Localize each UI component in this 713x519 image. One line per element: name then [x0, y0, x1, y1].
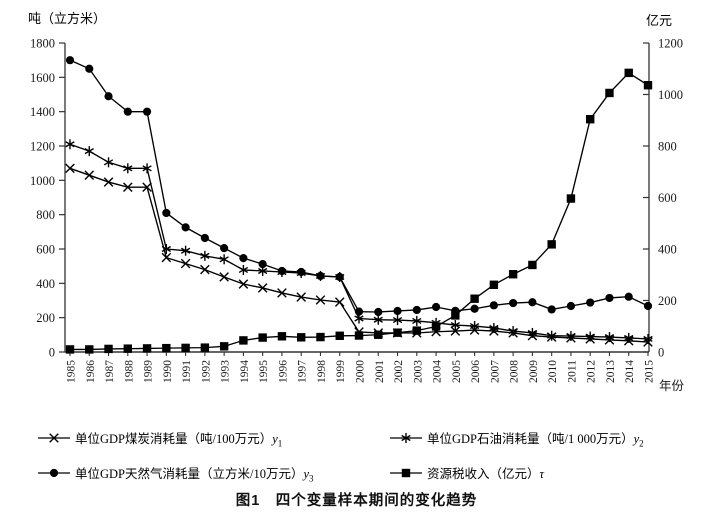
left-axis-tick-label: 1000	[30, 174, 55, 188]
chart-svg: 0 200 400 600 800 1000 1200 1400 1600 1800 0 200 400…	[30, 37, 685, 394]
x-axis-year-label: 2000	[355, 360, 367, 383]
x-axis-year-label: 2015	[644, 360, 656, 383]
right-axis-unit-label: 亿元	[646, 13, 673, 28]
x-axis-year-label: 1991	[181, 360, 193, 383]
legend: 单位GDP煤炭消耗量（吨/100万元）y1 单位GDP石油消耗量（吨/1 000万…	[0, 428, 713, 483]
x-axis-year-label: 2006	[470, 360, 482, 383]
legend-label: 单位GDP石油消耗量（吨/1 000万元）y2	[427, 432, 644, 449]
figure-caption: 图1 四个变量样本期间的变化趋势	[235, 493, 478, 509]
x-axis-year-label: 1987	[104, 360, 116, 383]
left-axis-tick-label: 400	[36, 277, 55, 291]
x-axis-year-label: 2014	[624, 360, 636, 383]
left-axis-tick-label: 800	[36, 208, 55, 222]
x-axis-year-label: 1997	[297, 360, 309, 383]
left-axis-tick-label: 1400	[30, 105, 55, 119]
x-axis-year-label: 1992	[200, 360, 212, 383]
right-axis-tick-label: 0	[658, 346, 664, 360]
x-axis-year-label: 1989	[143, 360, 155, 383]
left-axis-tick-label: 1600	[30, 71, 55, 85]
x-axis-year-label: 2012	[586, 360, 598, 383]
x-axis-year-label: 1994	[239, 360, 251, 383]
legend-marker-square-icon	[390, 468, 422, 477]
x-axis-year-label: 2007	[489, 360, 501, 383]
right-axis-tick-label: 1200	[658, 37, 683, 51]
right-axis-tick-label: 200	[658, 294, 677, 308]
right-axis-tick-label: 600	[658, 191, 677, 205]
legend-marker-x-icon	[38, 433, 70, 444]
x-axis-title: 年份	[659, 379, 685, 393]
x-axis-year-label: 2005	[451, 360, 463, 383]
legend-item: 单位GDP石油消耗量（吨/1 000万元）y2	[390, 428, 713, 449]
left-axis-tick-label: 600	[36, 243, 55, 257]
legend-label: 资源税收入（亿元）τ	[427, 467, 544, 482]
left-axis-tick-label: 1200	[30, 140, 55, 154]
series-y3	[65, 56, 653, 317]
x-axis-year-label: 1986	[85, 360, 97, 383]
x-axis-year-label: 2008	[509, 360, 521, 383]
x-axis-year-label: 1993	[220, 360, 232, 383]
x-axis-year-label: 1998	[316, 360, 328, 383]
right-axis-tick-label: 1000	[658, 88, 683, 102]
left-axis-tick-label: 1800	[30, 37, 55, 51]
x-axis-year-label: 1988	[123, 360, 135, 383]
x-axis-year-label: 2010	[547, 360, 559, 383]
x-axis-year-label: 2004	[432, 360, 444, 383]
left-axis-tick-label: 0	[49, 346, 55, 360]
legend-item: 资源税收入（亿元）τ	[390, 463, 713, 484]
legend-item: 单位GDP煤炭消耗量（吨/100万元）y1	[38, 428, 390, 449]
legend-item: 单位GDP天然气消耗量（立方米/10万元）y3	[38, 463, 390, 484]
left-axis-unit-label: 吨（立方米）	[28, 11, 107, 26]
legend-marker-circle-icon	[38, 468, 70, 477]
x-axis-year-label: 2011	[566, 360, 578, 383]
left-axis-tick-label: 200	[36, 311, 55, 325]
x-axis-year-label: 1995	[258, 360, 270, 383]
right-axis-tick-label: 800	[658, 140, 677, 154]
x-axis-year-label: 2003	[412, 360, 424, 383]
series-τ	[65, 68, 653, 354]
right-axis-tick-label: 400	[658, 243, 677, 257]
x-axis-year-label: 2001	[374, 360, 386, 383]
x-axis-year-label: 1999	[335, 360, 347, 383]
x-axis-year-label: 2002	[393, 360, 405, 383]
x-axis-year-label: 2013	[605, 360, 617, 383]
x-axis-year-label: 1985	[66, 360, 78, 383]
x-axis-year-label: 2009	[528, 360, 540, 383]
x-axis-year-label: 1996	[277, 360, 289, 383]
legend-label: 单位GDP煤炭消耗量（吨/100万元）y1	[75, 432, 283, 449]
legend-marker-asterisk-icon	[390, 433, 422, 444]
x-axis-year-label: 1990	[162, 360, 174, 383]
legend-label: 单位GDP天然气消耗量（立方米/10万元）y3	[75, 466, 314, 484]
